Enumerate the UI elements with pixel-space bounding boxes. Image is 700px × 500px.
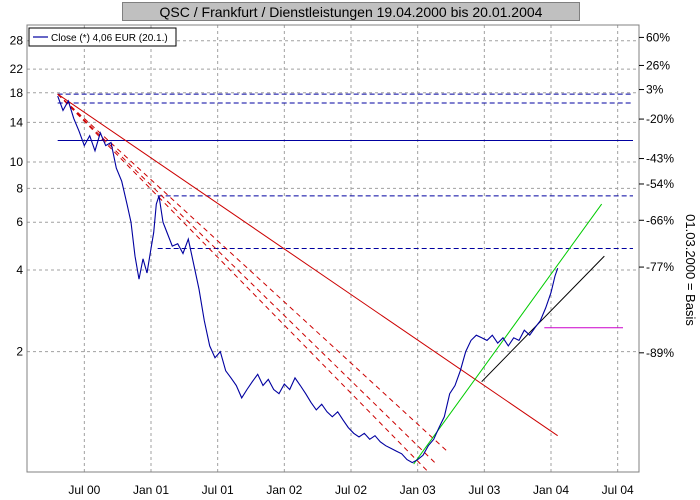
tick-layer: Jul 00 Jan 01 Jul 01 Jan 02 Jul 02 Jan 03 Jul … — [10, 30, 675, 497]
x-tick-label: Jul 04 — [602, 483, 634, 497]
trend-line — [57, 93, 558, 437]
y-tick-label-right: 26% — [646, 58, 670, 72]
y-tick-label-right: -66% — [646, 213, 674, 227]
y-tick-label-right: -43% — [646, 152, 674, 166]
trend-line — [481, 255, 605, 383]
right-axis-label: 01.03.2000 = Basis — [683, 214, 698, 326]
y-tick-label-right: -77% — [646, 260, 674, 274]
y-tick-label-left: 2 — [16, 345, 23, 359]
y-tick-label-right: -20% — [646, 112, 674, 126]
y-tick-label-left: 8 — [16, 181, 23, 195]
plot-frame — [26, 24, 640, 473]
trend-line — [413, 203, 603, 465]
x-tick-label: Jul 03 — [468, 483, 500, 497]
y-tick-label-left: 22 — [10, 62, 24, 76]
x-tick-label: Jan 03 — [400, 483, 436, 497]
x-tick-label: Jan 01 — [133, 483, 169, 497]
y-tick-label-right: 60% — [646, 30, 670, 44]
x-tick-label: Jul 01 — [202, 483, 234, 497]
x-tick-label: Jan 02 — [266, 483, 302, 497]
y-tick-label-left: 18 — [10, 86, 24, 100]
trend-line — [57, 93, 448, 452]
y-tick-label-left: 4 — [16, 263, 23, 277]
trend-line — [57, 93, 429, 473]
legend-label: Close (*) 4,06 EUR (20.1.) — [51, 33, 168, 44]
y-tick-label-right: -54% — [646, 177, 674, 191]
y-tick-label-right: -89% — [646, 346, 674, 360]
y-tick-label-left: 28 — [10, 34, 24, 48]
y-tick-label-left: 10 — [10, 155, 24, 169]
y-tick-label-left: 6 — [16, 215, 23, 229]
grid-layer — [27, 25, 639, 472]
chart-title: QSC / Frankfurt / Dienstleistungen 19.04… — [122, 2, 580, 21]
y-tick-label-left: 14 — [10, 115, 24, 129]
x-tick-label: Jan 04 — [533, 483, 569, 497]
legend: Close (*) 4,06 EUR (20.1.) — [28, 27, 177, 47]
legend-box — [28, 27, 177, 47]
series-line — [57, 95, 559, 464]
y-tick-label-right: 3% — [646, 83, 664, 97]
line-layer — [57, 93, 633, 473]
trend-line — [57, 93, 437, 465]
x-tick-label: Jul 00 — [68, 483, 100, 497]
x-tick-label: Jul 02 — [335, 483, 367, 497]
